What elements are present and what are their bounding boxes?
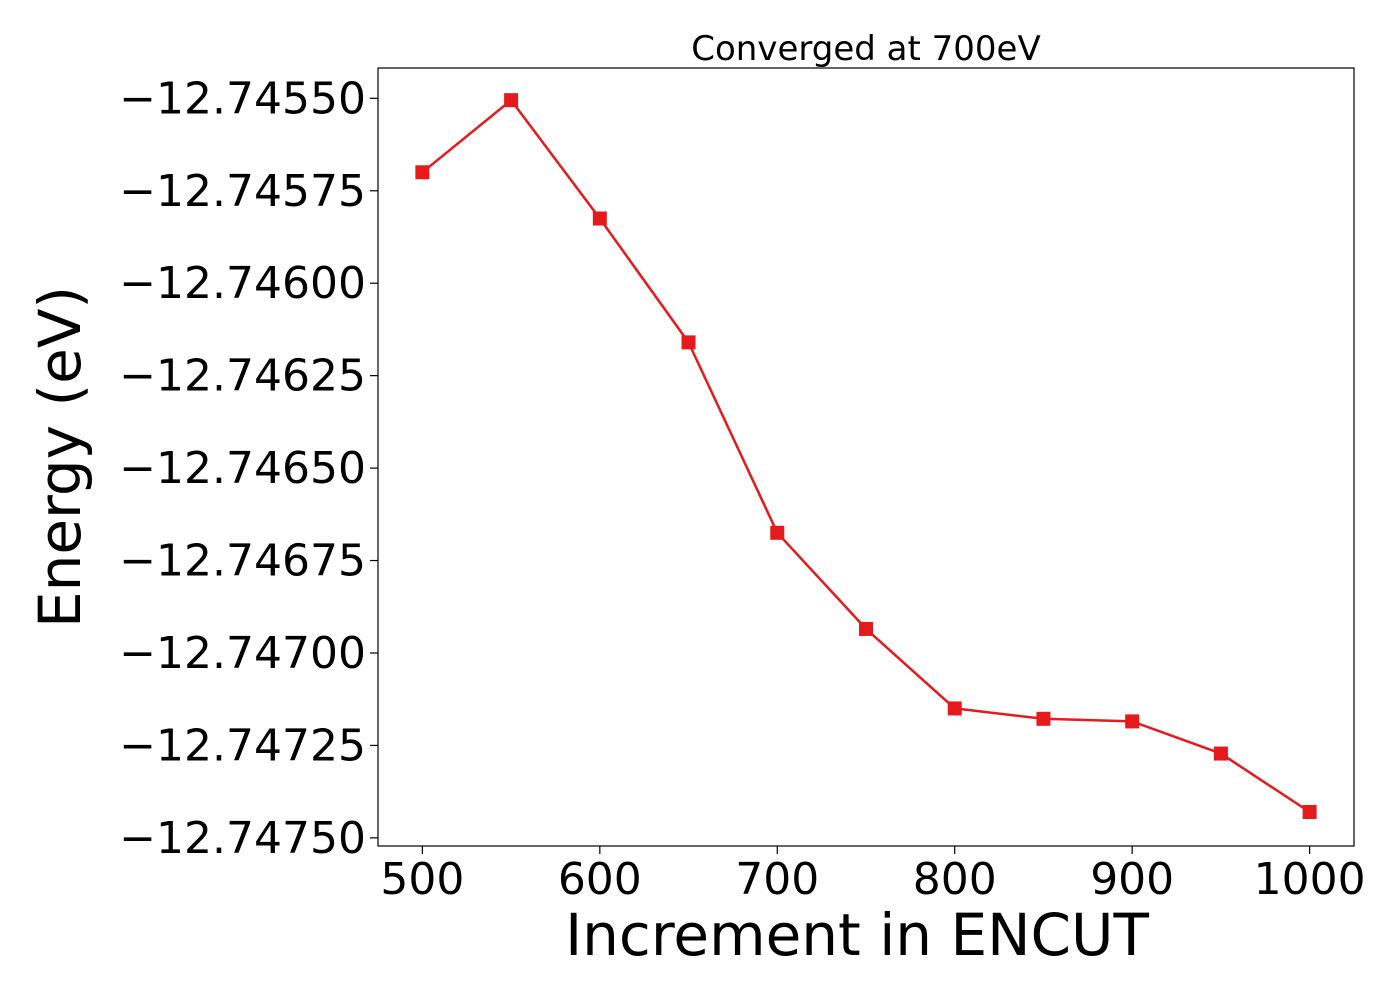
data-point-marker [504,93,519,108]
y-tick-label: −12.74700 [119,628,366,679]
data-point-marker [1302,804,1317,819]
x-tick-label: 700 [735,854,819,905]
y-tick-label: −12.74675 [119,536,366,587]
y-tick-label: −12.74625 [119,351,366,402]
y-tick-label: −12.74600 [119,258,366,309]
data-point-marker [415,165,430,180]
series-line [421,98,1311,814]
y-tick-label: −12.74750 [119,813,366,864]
data-point-marker [1036,711,1051,726]
y-tick-label: −12.74575 [119,166,366,217]
x-tick-label: 500 [380,854,464,905]
x-tick-label: 600 [558,854,642,905]
y-tick-label: −12.74650 [119,443,366,494]
data-point-marker [770,525,785,540]
data-point-marker [1213,746,1228,761]
chart-title: Converged at 700eV [691,29,1040,69]
y-tick-label: −12.74725 [119,720,366,771]
data-point-marker [859,621,873,636]
x-tick-label: 1000 [1254,854,1366,905]
data-point-marker [1125,714,1140,729]
x-tick-label: 800 [913,854,997,905]
data-point-marker [681,335,696,350]
x-tick-label: 900 [1090,854,1174,905]
x-axis: 500 600 700 800 900 1000 [380,846,1366,905]
x-axis-label: Increment in ENCUT [565,901,1149,969]
y-tick-label: −12.74550 [119,73,366,124]
y-axis: −12.74550 −12.74575 −12.74600 −12.74625 −12.… [119,73,378,864]
y-axis-label: Energy (eV) [26,286,94,628]
plot-frame [377,67,1355,847]
data-point-marker [592,211,607,226]
data-point-marker [947,701,962,716]
series-group [415,93,1317,819]
